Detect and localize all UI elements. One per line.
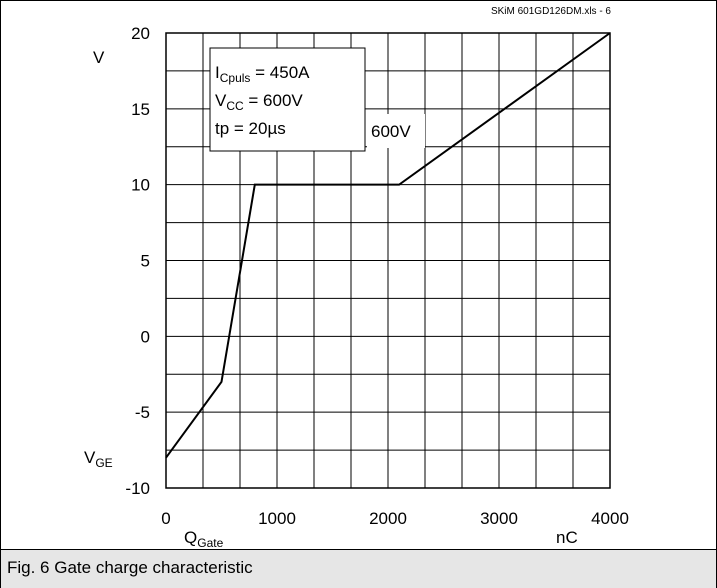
x-unit-label: nC	[556, 528, 578, 547]
y-tick-label: 10	[131, 176, 150, 195]
series	[165, 32, 611, 459]
caption-bar: Fig. 6 Gate charge characteristic	[1, 549, 716, 588]
figure-caption: Fig. 6 Gate charge characteristic	[7, 558, 253, 577]
series-label-600v: 600V	[371, 122, 411, 141]
x-tick-label: 1000	[258, 509, 296, 528]
plot-border	[165, 32, 611, 489]
y-tick-label: -5	[135, 403, 150, 422]
x-tick-label: 0	[161, 509, 170, 528]
tick-labels: 0 1000 2000 3000 4000 -10 -5 0 5 10 15 20	[125, 24, 628, 528]
x-tick-label: 4000	[591, 509, 629, 528]
y-tick-label: -10	[125, 479, 150, 498]
y-tick-label: 0	[141, 327, 150, 346]
condition-vcc: VCC = 600V	[215, 91, 303, 113]
source-label: SKiM 601GD126DM.xls - 6	[491, 6, 611, 17]
series-line-600v	[165, 32, 611, 459]
x-tick-label: 3000	[480, 509, 518, 528]
y-tick-label: 5	[141, 252, 150, 271]
condition-tp: tp = 20µs	[215, 119, 286, 138]
x-tick-label: 2000	[369, 509, 407, 528]
y-axis-label: VGE	[84, 448, 113, 470]
y-unit-label: V	[93, 48, 105, 67]
series-label-bg	[367, 114, 425, 148]
gate-charge-chart: 0 1000 2000 3000 4000 -10 -5 0 5 10 15 20 SKiM 601G…	[84, 6, 629, 549]
y-tick-label: 20	[131, 24, 150, 43]
condition-icpuls: ICpuls = 450A	[215, 63, 310, 85]
y-tick-label: 15	[131, 100, 150, 119]
conditions-legend: ICpuls = 450A VCC = 600V tp = 20µs	[209, 47, 366, 152]
x-axis-label: QGate	[184, 528, 224, 549]
